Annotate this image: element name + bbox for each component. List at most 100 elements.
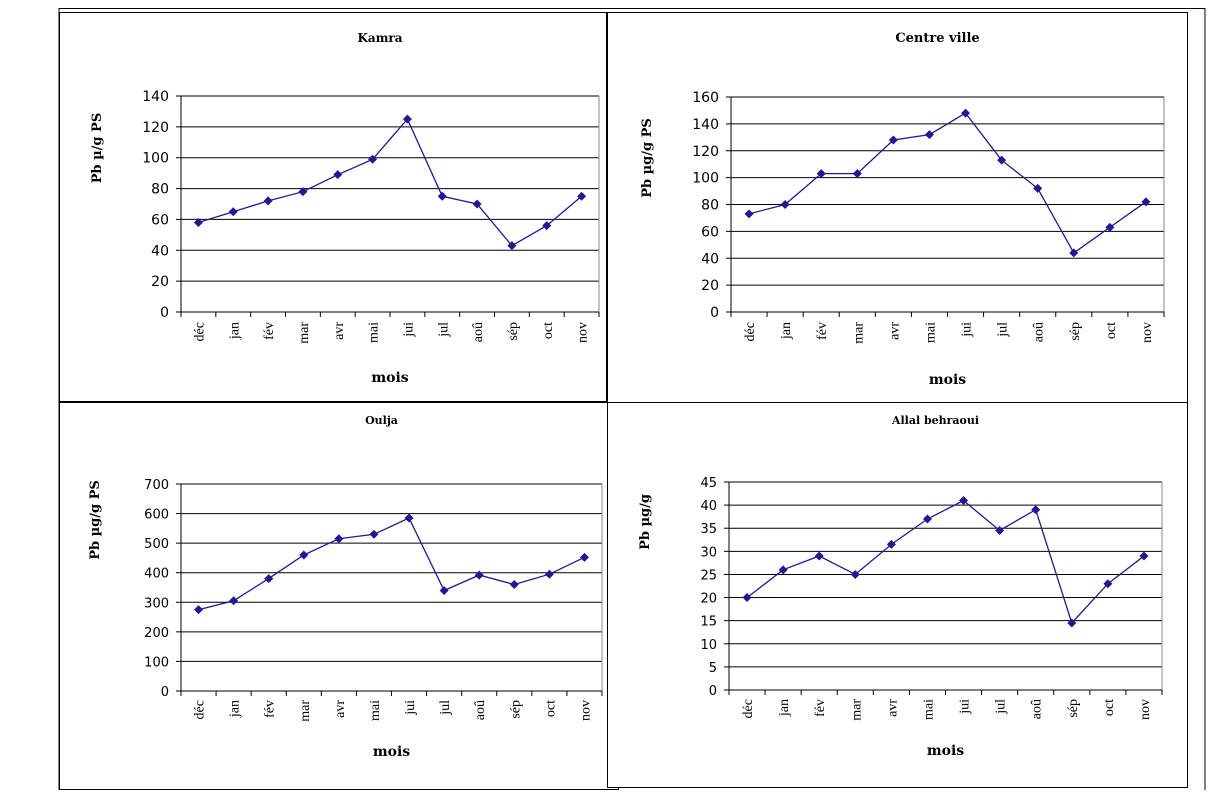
x-tick-label: mai bbox=[923, 322, 938, 343]
data-point bbox=[1031, 505, 1041, 515]
y-tick-label: 20 bbox=[700, 592, 717, 607]
x-tick-label: jui bbox=[958, 699, 973, 715]
x-tick-label: jan bbox=[777, 699, 792, 717]
x-tick-label: mai bbox=[367, 322, 382, 343]
x-tick-label: oct bbox=[543, 700, 558, 717]
x-tick-label: sép bbox=[1066, 699, 1081, 718]
data-point bbox=[333, 170, 343, 180]
x-tick-label: avr bbox=[885, 699, 900, 717]
data-point bbox=[579, 552, 589, 562]
data-point bbox=[193, 218, 203, 228]
y-axis-title: Pb µg/g PS bbox=[88, 480, 103, 560]
x-tick-label: mar bbox=[298, 700, 313, 722]
y-tick-label: 80 bbox=[151, 182, 169, 198]
data-point bbox=[852, 169, 862, 179]
y-tick-label: 5 bbox=[709, 661, 717, 676]
x-tick-label: déc bbox=[743, 322, 758, 341]
x-tick-label: aoû bbox=[1030, 699, 1045, 719]
y-tick-label: 500 bbox=[144, 537, 169, 552]
y-tick-label: 60 bbox=[701, 224, 719, 240]
x-tick-label: jul bbox=[994, 699, 1009, 715]
y-tick-label: 15 bbox=[700, 615, 717, 630]
data-point bbox=[368, 154, 378, 164]
data-point bbox=[263, 196, 273, 206]
data-point bbox=[472, 199, 482, 209]
x-tick-label: oct bbox=[1102, 699, 1117, 716]
x-tick-label: avr bbox=[332, 322, 347, 340]
chart-svg: Kamra 0 20 40 60 80 100 120 140 déc jan fév mar avr ma… bbox=[59, 12, 607, 402]
data-point bbox=[264, 574, 274, 584]
x-tick-label: jui bbox=[403, 700, 418, 716]
y-tick-label: 0 bbox=[161, 685, 169, 700]
y-tick-label: 30 bbox=[700, 545, 717, 560]
x-tick-label: jui bbox=[401, 322, 416, 338]
data-point bbox=[816, 169, 826, 179]
data-point bbox=[544, 569, 554, 579]
y-tick-label: 45 bbox=[700, 476, 717, 491]
y-tick-label: 0 bbox=[709, 684, 717, 699]
y-axis-title: Pb µg/g PS bbox=[640, 118, 655, 198]
data-point bbox=[886, 539, 896, 549]
y-axis-title: Pb µ/g PS bbox=[90, 113, 105, 183]
x-tick-label: jan bbox=[228, 700, 243, 718]
series-line bbox=[198, 517, 585, 611]
x-tick-label: aoû bbox=[471, 322, 486, 342]
chart-panel-kamra: Kamra 0 20 40 60 80 100 120 140 déc jan fév mar avr ma… bbox=[59, 12, 607, 402]
x-tick-label: oct bbox=[1104, 322, 1119, 339]
x-tick-label: aoû bbox=[473, 700, 488, 720]
x-tick-label: jui bbox=[960, 322, 975, 338]
x-tick-label: avr bbox=[887, 322, 902, 340]
series-line bbox=[198, 117, 583, 247]
x-tick-label: mar bbox=[297, 322, 312, 344]
y-tick-label: 700 bbox=[144, 478, 169, 493]
x-tick-label: mar bbox=[851, 322, 866, 344]
x-tick-label: jan bbox=[779, 322, 794, 340]
chart-border bbox=[59, 12, 607, 402]
x-tick-label: nov bbox=[576, 322, 591, 343]
x-tick-label: fév bbox=[813, 699, 828, 717]
data-point bbox=[542, 221, 552, 231]
data-point bbox=[509, 580, 519, 590]
chart-title: Oulja bbox=[365, 414, 398, 427]
data-point bbox=[1069, 248, 1079, 258]
data-point bbox=[299, 550, 309, 560]
data-point bbox=[1105, 222, 1115, 232]
data-point bbox=[959, 495, 969, 505]
x-tick-label: nov bbox=[578, 700, 593, 721]
y-tick-label: 400 bbox=[144, 567, 169, 582]
data-point bbox=[474, 570, 484, 580]
x-axis-title: mois bbox=[927, 743, 964, 759]
data-point bbox=[924, 130, 934, 140]
data-point bbox=[995, 526, 1005, 536]
x-tick-label: jul bbox=[996, 322, 1011, 338]
series-line bbox=[746, 499, 1145, 625]
data-point bbox=[369, 529, 379, 539]
y-tick-label: 100 bbox=[144, 655, 169, 670]
y-axis-title: Pb µg/g bbox=[638, 494, 653, 550]
y-tick-label: 10 bbox=[700, 638, 717, 653]
y-tick-label: 80 bbox=[701, 198, 719, 214]
x-axis-title: mois bbox=[929, 372, 966, 388]
chart-svg: Centre ville 0 20 40 60 80 100 120 140 160 déc jan f… bbox=[607, 12, 1188, 410]
x-tick-label: déc bbox=[741, 699, 756, 718]
chart-border bbox=[607, 402, 1188, 788]
data-point bbox=[1141, 197, 1151, 207]
data-point bbox=[742, 593, 752, 603]
y-tick-label: 20 bbox=[701, 278, 719, 294]
x-tick-label: mai bbox=[368, 700, 383, 721]
y-tick-label: 600 bbox=[144, 508, 169, 523]
chart-panel-allal-behraoui: Allal behraoui 0 5 10 15 20 25 30 35 40 45 déc jan fé… bbox=[607, 402, 1188, 788]
chart-border bbox=[607, 12, 1188, 410]
y-tick-label: 40 bbox=[151, 243, 169, 259]
y-tick-label: 60 bbox=[151, 212, 169, 228]
y-tick-label: 120 bbox=[142, 120, 169, 136]
data-point bbox=[744, 209, 754, 219]
x-tick-label: aoû bbox=[1032, 322, 1047, 342]
data-point bbox=[228, 207, 238, 217]
y-tick-label: 20 bbox=[151, 274, 169, 290]
x-tick-label: jul bbox=[436, 322, 451, 338]
data-point bbox=[1139, 551, 1149, 561]
x-tick-label: avr bbox=[333, 700, 348, 718]
data-point bbox=[404, 513, 414, 523]
data-point bbox=[961, 108, 971, 118]
